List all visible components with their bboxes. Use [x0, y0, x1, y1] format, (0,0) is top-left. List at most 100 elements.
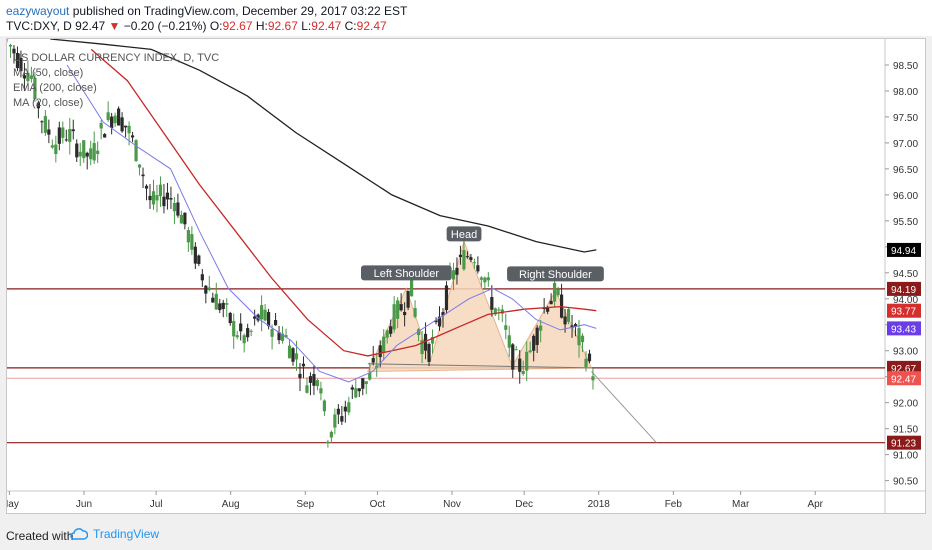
candle-body: [284, 335, 288, 338]
candle-body: [127, 125, 131, 134]
candle-body: [479, 277, 483, 280]
pattern-annotation-box: [361, 265, 452, 281]
legend-ma50[interactable]: MA (50, close): [13, 67, 84, 79]
candle-body: [193, 246, 197, 264]
candle-body: [357, 388, 361, 392]
candle-body: [137, 164, 142, 168]
candle-body: [172, 203, 177, 212]
candle-body: [162, 196, 166, 207]
x-tick-label: Oct: [370, 499, 386, 510]
legend-title[interactable]: US DOLLAR CURRENCY INDEX, D, TVC: [13, 52, 220, 64]
candle-body: [12, 48, 16, 54]
candle-body: [71, 129, 75, 132]
candle-body: [22, 75, 27, 79]
candle-body: [218, 303, 222, 311]
indicator-legend: US DOLLAR CURRENCY INDEX, D, TVC MA (50,…: [13, 51, 219, 111]
down-arrow-icon: ▼: [108, 19, 121, 33]
candle-body: [580, 335, 585, 343]
pattern-annotation-box: [446, 226, 482, 242]
last-price: 92.47: [75, 19, 106, 33]
x-tick-label: Jul: [150, 499, 163, 510]
publish-info: published on TradingView.com, December 2…: [72, 4, 408, 18]
y-tick-label: 96.00: [893, 191, 918, 202]
tradingview-logo[interactable]: TradingView: [70, 527, 159, 541]
candle-body: [207, 287, 211, 291]
candle-body: [556, 289, 560, 296]
candle-body: [197, 255, 201, 265]
legend-ema200[interactable]: EMA (200, close): [13, 82, 97, 94]
candle-body: [85, 152, 89, 157]
x-tick-label: Apr: [807, 499, 823, 510]
price-label-text: 93.77: [891, 307, 916, 318]
y-tick-label: 93.00: [893, 347, 918, 358]
candle-body: [29, 75, 34, 79]
chart-panel[interactable]: 90.5091.0091.5092.0092.5093.0093.5094.00…: [0, 35, 926, 514]
candle-body: [403, 311, 407, 316]
candle-body: [26, 72, 30, 82]
candle-body: [123, 125, 128, 128]
y-tick-label: 94.50: [893, 269, 918, 280]
price-label-text: 94.94: [891, 246, 916, 257]
candle-body: [493, 308, 497, 315]
price-label-box: [887, 242, 921, 257]
candle-body: [312, 374, 316, 386]
high-label: H:: [255, 19, 268, 33]
low-value: 92.47: [311, 19, 342, 33]
candle-body: [396, 300, 400, 319]
high-value: 92.67: [267, 19, 298, 33]
candle-body: [364, 381, 368, 385]
candle-body: [82, 140, 86, 159]
candle-body: [78, 151, 82, 157]
candle-body: [350, 387, 354, 390]
legend-ma20[interactable]: MA (20, close): [13, 97, 84, 109]
indicator-line: [50, 38, 597, 253]
y-tick-label: 96.50: [893, 165, 918, 176]
candle-body: [270, 329, 274, 337]
candle-body: [280, 333, 285, 341]
candle-body: [47, 129, 51, 135]
author-link[interactable]: eazywayout: [6, 4, 70, 18]
candle-body: [518, 358, 522, 372]
candle-body: [287, 345, 292, 359]
candle-body: [584, 358, 588, 368]
candle-body: [15, 52, 20, 69]
candle-body: [500, 309, 504, 314]
y-tick-label: 97.00: [893, 139, 918, 150]
candle-body: [511, 344, 515, 370]
candle-body: [416, 329, 421, 336]
candle-body: [573, 324, 578, 327]
price-chart[interactable]: 90.5091.0091.5092.0092.5093.0093.5094.00…: [0, 35, 925, 513]
candle-body: [462, 249, 466, 270]
candle-body: [525, 351, 529, 371]
tradingview-brand: TradingView: [93, 527, 160, 541]
y-tick-label: 98.00: [893, 87, 918, 98]
candle-body: [253, 316, 257, 319]
candle-body: [451, 270, 456, 280]
x-tick-label: Feb: [665, 499, 683, 510]
candle-body: [444, 285, 449, 311]
candle-body: [504, 325, 508, 330]
candle-body: [204, 285, 208, 294]
candle-body: [183, 212, 187, 225]
y-tick-label: 95.50: [893, 217, 918, 228]
candle-body: [577, 328, 581, 346]
candle-body: [521, 371, 525, 375]
candle-body: [176, 202, 180, 216]
symbol-label: TVC:DXY, D: [6, 19, 72, 33]
candle-body: [472, 262, 476, 264]
candle-body: [315, 380, 320, 387]
candle-body: [563, 316, 567, 325]
candle-body: [469, 257, 473, 260]
indicator-line: [90, 48, 597, 357]
candle-body: [96, 150, 100, 155]
y-tick-label: 90.50: [893, 477, 918, 488]
pattern-annotation-label: Left Shoulder: [374, 268, 440, 280]
candle-body: [406, 290, 410, 308]
candle-body: [221, 302, 225, 310]
candle-body: [507, 335, 511, 348]
price-label-text: 92.47: [891, 374, 916, 385]
candle-body: [305, 385, 309, 393]
candle-body: [535, 327, 539, 345]
candle-body: [8, 44, 13, 47]
candle-body: [441, 312, 445, 316]
